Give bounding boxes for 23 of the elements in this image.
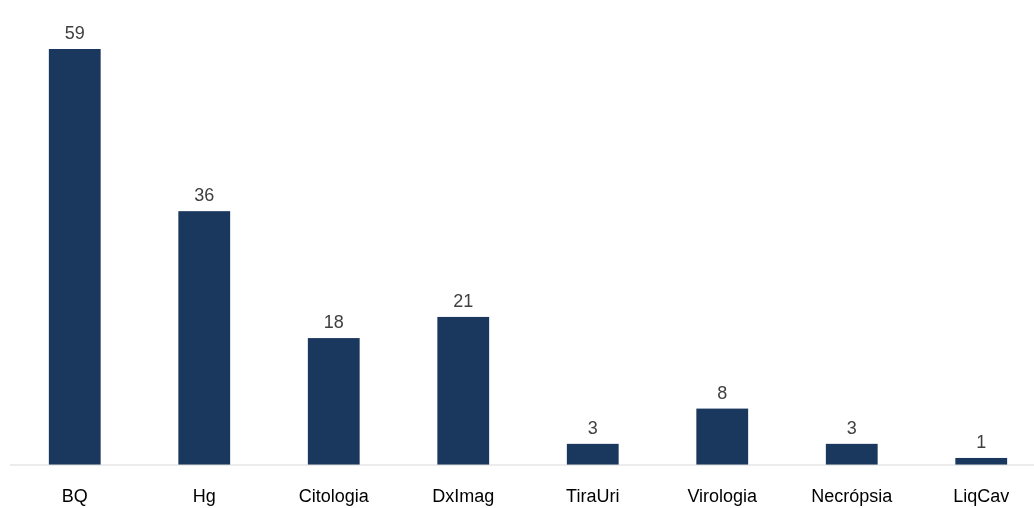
x-tick-label: DxImag xyxy=(432,486,495,506)
x-tick-label: Virologia xyxy=(687,486,759,506)
x-tick-label: Necrópsia xyxy=(811,486,894,506)
bar xyxy=(48,49,101,465)
data-label: 36 xyxy=(194,185,215,206)
x-tick-label: Citologia xyxy=(298,486,370,506)
bar xyxy=(307,338,360,465)
data-label: 59 xyxy=(64,23,85,43)
bar xyxy=(696,408,749,465)
x-tick-label: BQ xyxy=(61,486,88,506)
bar xyxy=(825,443,878,465)
bar xyxy=(178,211,231,465)
x-tick-label: LiqCav xyxy=(953,486,1010,506)
data-label: 1 xyxy=(976,431,987,452)
data-label: 3 xyxy=(587,417,598,438)
bar xyxy=(566,443,619,465)
data-label: 21 xyxy=(453,290,474,311)
data-label: 18 xyxy=(323,312,344,333)
bar xyxy=(437,316,490,465)
x-tick-label: Hg xyxy=(192,486,216,506)
data-label: 8 xyxy=(717,382,728,403)
x-tick-label: TiraUri xyxy=(566,486,620,506)
data-label: 3 xyxy=(846,417,857,438)
